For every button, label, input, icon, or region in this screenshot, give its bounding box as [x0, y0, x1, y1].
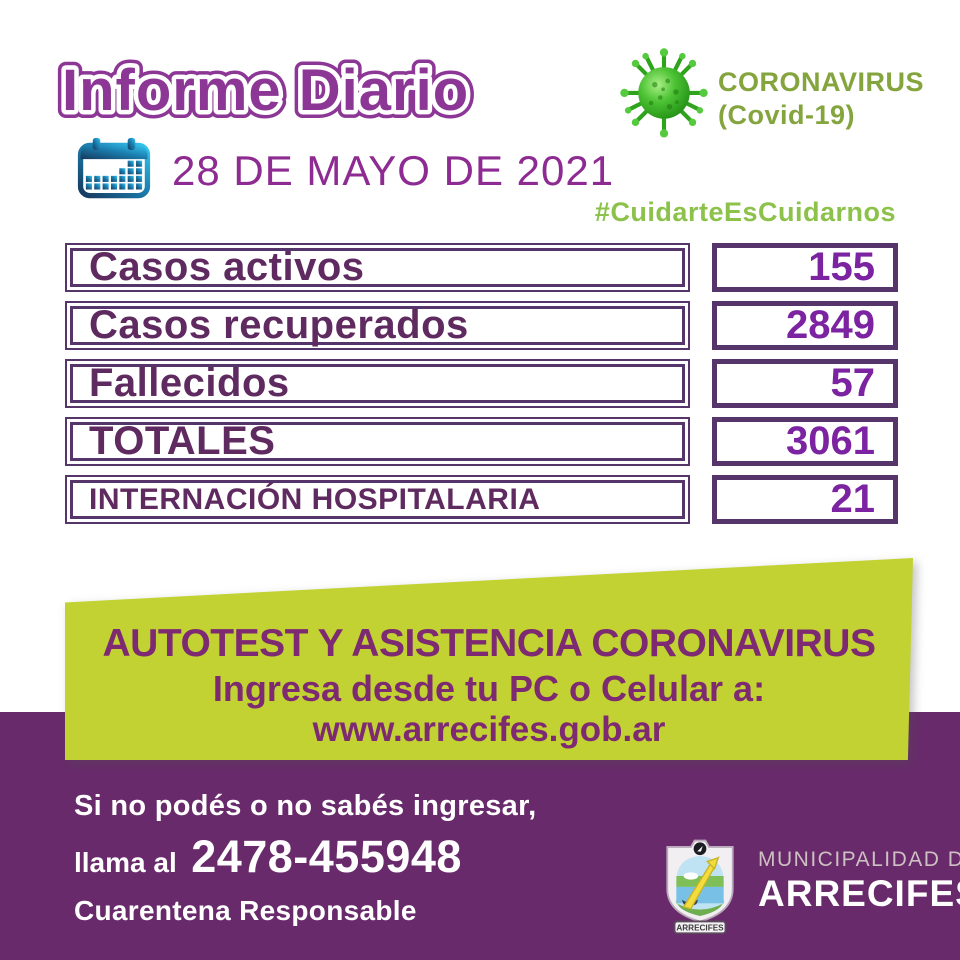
title-outline: Informe Diario [62, 58, 469, 123]
banner-subtitle: Ingresa desde tu PC o Celular a: [212, 668, 766, 709]
coronavirus-badge-text: CORONAVIRUS (Covid-19) [718, 66, 924, 132]
stats-table: Casos activos 155 Casos recuperados 2849… [65, 243, 898, 533]
hashtag: #CuidarteEsCuidarnos [594, 197, 896, 227]
stat-label-fallecidos: Fallecidos [65, 359, 690, 408]
phone-number: 2478-455948 [191, 831, 462, 882]
stat-label-casos-recuperados: Casos recuperados [65, 301, 690, 350]
stat-value-totales: 3061 [712, 417, 898, 466]
banner-title: AUTOTEST Y ASISTENCIA CORONAVIRUS [102, 622, 876, 665]
quarantine-text: Cuarentena Responsable [74, 895, 417, 926]
crest-icon: ARRECIFES [666, 839, 734, 935]
table-row: INTERNACIÓN HOSPITALARIA 21 [65, 475, 898, 524]
footer-help-block: Si no podés o no sabés ingresar, llama a… [74, 790, 536, 927]
badge-line2: (Covid-19) [718, 100, 856, 130]
municipality-name: MUNICIPALIDAD DE ARRECIFES [758, 848, 960, 915]
autotest-banner: AUTOTEST Y ASISTENCIA CORONAVIRUS Ingres… [65, 558, 913, 760]
title-fill: Informe Diario [62, 58, 469, 123]
org-line-name: ARRECIFES [758, 873, 960, 914]
crest-label: ARRECIFES [676, 924, 724, 933]
stat-value-casos-recuperados: 2849 [712, 301, 898, 350]
coronavirus-icon [620, 48, 708, 138]
banner-url: www.arrecifes.gob.ar [312, 710, 666, 749]
page-title: Informe Diario Informe Diario Informe Di… [54, 50, 476, 131]
stat-label-totales: TOTALES [65, 417, 690, 466]
stat-value-internacion: 21 [712, 475, 898, 524]
stat-value-fallecidos: 57 [712, 359, 898, 408]
table-row: Casos recuperados 2849 [65, 301, 898, 350]
call-line: llama al 2478-455948 [74, 831, 536, 883]
stat-label-casos-activos: Casos activos [65, 243, 690, 292]
title-white-stroke: Informe Diario [62, 58, 469, 123]
calendar-icon [77, 137, 151, 199]
autotest-banner-wrap: AUTOTEST Y ASISTENCIA CORONAVIRUS Ingres… [65, 558, 913, 760]
call-prefix: llama al [74, 847, 177, 878]
footer-help-text: Si no podés o no sabés ingresar, [74, 790, 537, 822]
stat-value-casos-activos: 155 [712, 243, 898, 292]
table-row: Casos activos 155 [65, 243, 898, 292]
table-row: TOTALES 3061 [65, 417, 898, 466]
badge-line1: CORONAVIRUS [718, 67, 925, 97]
stat-label-internacion: INTERNACIÓN HOSPITALARIA [65, 475, 690, 524]
report-date: 28 DE MAYO DE 2021 [172, 147, 615, 194]
org-line-top: MUNICIPALIDAD DE [758, 848, 960, 871]
table-row: Fallecidos 57 [65, 359, 898, 408]
